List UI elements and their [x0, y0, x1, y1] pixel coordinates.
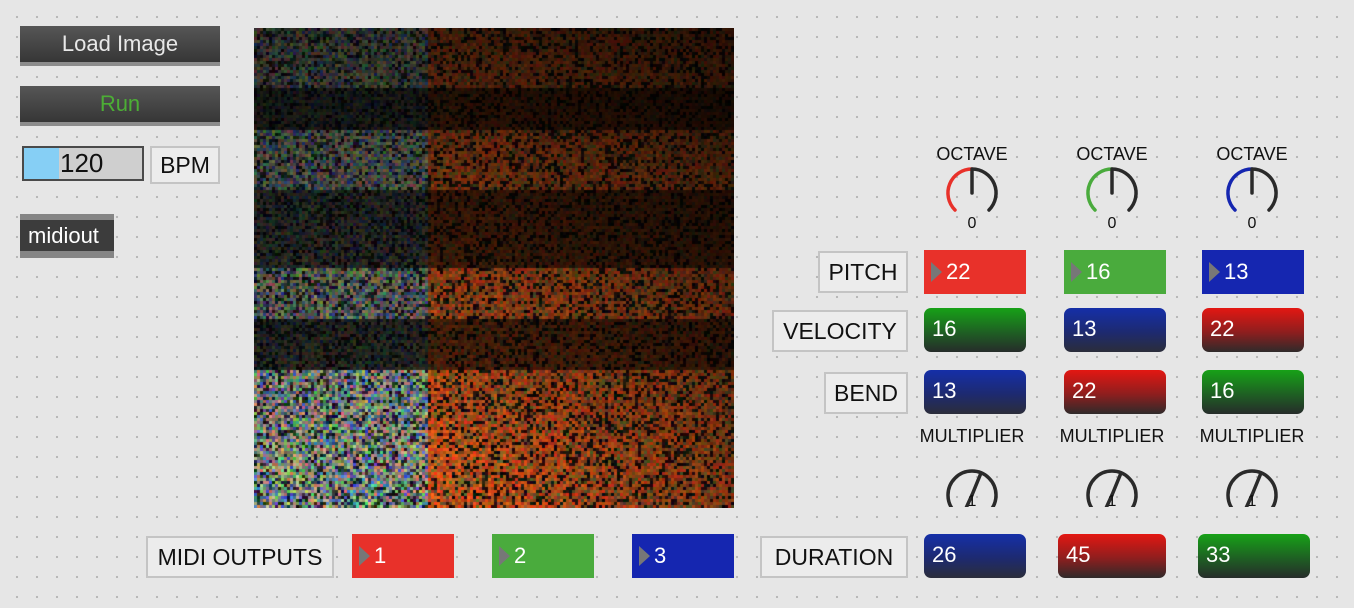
midi-outputs-label: MIDI OUTPUTS [146, 536, 334, 578]
pitch-number-2[interactable]: 16 [1064, 250, 1166, 294]
bend-label: BEND [824, 372, 908, 414]
octave-dial-icon [1226, 167, 1278, 212]
multiplier-label: MULTIPLIER [919, 426, 1025, 446]
midi-output-1[interactable]: 1 [352, 534, 454, 578]
octave-value: 0 [967, 215, 977, 232]
midiout-label: midiout [20, 220, 114, 251]
octave-dial-icon [1086, 167, 1138, 212]
pitch-number-3[interactable]: 13 [1202, 250, 1304, 294]
multiplier-dial-icon [1226, 469, 1278, 507]
multiplier-label: MULTIPLIER [1059, 426, 1165, 446]
velocity-number-2[interactable]: 13 [1064, 308, 1166, 352]
velocity-number-3[interactable]: 22 [1202, 308, 1304, 352]
multiplier-value: 1 [967, 493, 977, 510]
velocity-label: VELOCITY [772, 310, 908, 352]
bend-number-1[interactable]: 13 [924, 370, 1026, 414]
pitch-value-2: 16 [1086, 259, 1111, 284]
bpm-slider-fill [24, 148, 60, 179]
bpm-value: 120 [60, 148, 104, 178]
midi-output-value-3: 3 [654, 543, 667, 568]
velocity-number-1[interactable]: 16 [924, 308, 1026, 352]
octave-label: OCTAVE [1216, 144, 1288, 164]
multiplier-label: MULTIPLIER [1199, 426, 1305, 446]
load-image-button[interactable]: Load Image [20, 26, 220, 66]
multiplier-knob-2[interactable]: MULTIPLIER 1 [1058, 426, 1166, 522]
multiplier-knob-3[interactable]: MULTIPLIER 1 [1198, 426, 1306, 522]
midi-output-value-1: 1 [374, 543, 387, 568]
duration-label: DURATION [760, 536, 908, 578]
multiplier-dial-icon [1086, 469, 1138, 507]
octave-value: 0 [1107, 215, 1117, 232]
midi-output-value-2: 2 [514, 543, 527, 568]
duration-number-1[interactable]: 26 [924, 534, 1026, 578]
duration-number-3[interactable]: 33 [1198, 534, 1310, 578]
duration-number-2[interactable]: 45 [1058, 534, 1166, 578]
midi-output-3[interactable]: 3 [632, 534, 734, 578]
midi-output-2[interactable]: 2 [492, 534, 594, 578]
bend-number-3[interactable]: 16 [1202, 370, 1304, 414]
pitch-label: PITCH [818, 251, 908, 293]
run-button[interactable]: Run [20, 86, 220, 126]
midiout-object[interactable]: midiout [20, 214, 114, 258]
multiplier-dial-icon [946, 469, 998, 507]
octave-dial-icon [946, 167, 998, 212]
octave-label: OCTAVE [936, 144, 1008, 164]
pitch-number-1[interactable]: 22 [924, 250, 1026, 294]
multiplier-value: 1 [1107, 493, 1117, 510]
octave-knob-2[interactable]: OCTAVE 0 [1072, 144, 1152, 240]
multiplier-knob-1[interactable]: MULTIPLIER 1 [918, 426, 1026, 522]
octave-knob-3[interactable]: OCTAVE 0 [1212, 144, 1292, 240]
bpm-label: BPM [150, 146, 220, 184]
pitch-value-3: 13 [1224, 259, 1249, 284]
pitch-value-1: 22 [946, 259, 971, 284]
multiplier-value: 1 [1247, 493, 1257, 510]
bpm-slider[interactable]: 120 [22, 146, 144, 181]
bend-number-2[interactable]: 22 [1064, 370, 1166, 414]
octave-value: 0 [1247, 215, 1257, 232]
octave-label: OCTAVE [1076, 144, 1148, 164]
image-display [254, 28, 734, 508]
octave-knob-1[interactable]: OCTAVE 0 [932, 144, 1012, 240]
